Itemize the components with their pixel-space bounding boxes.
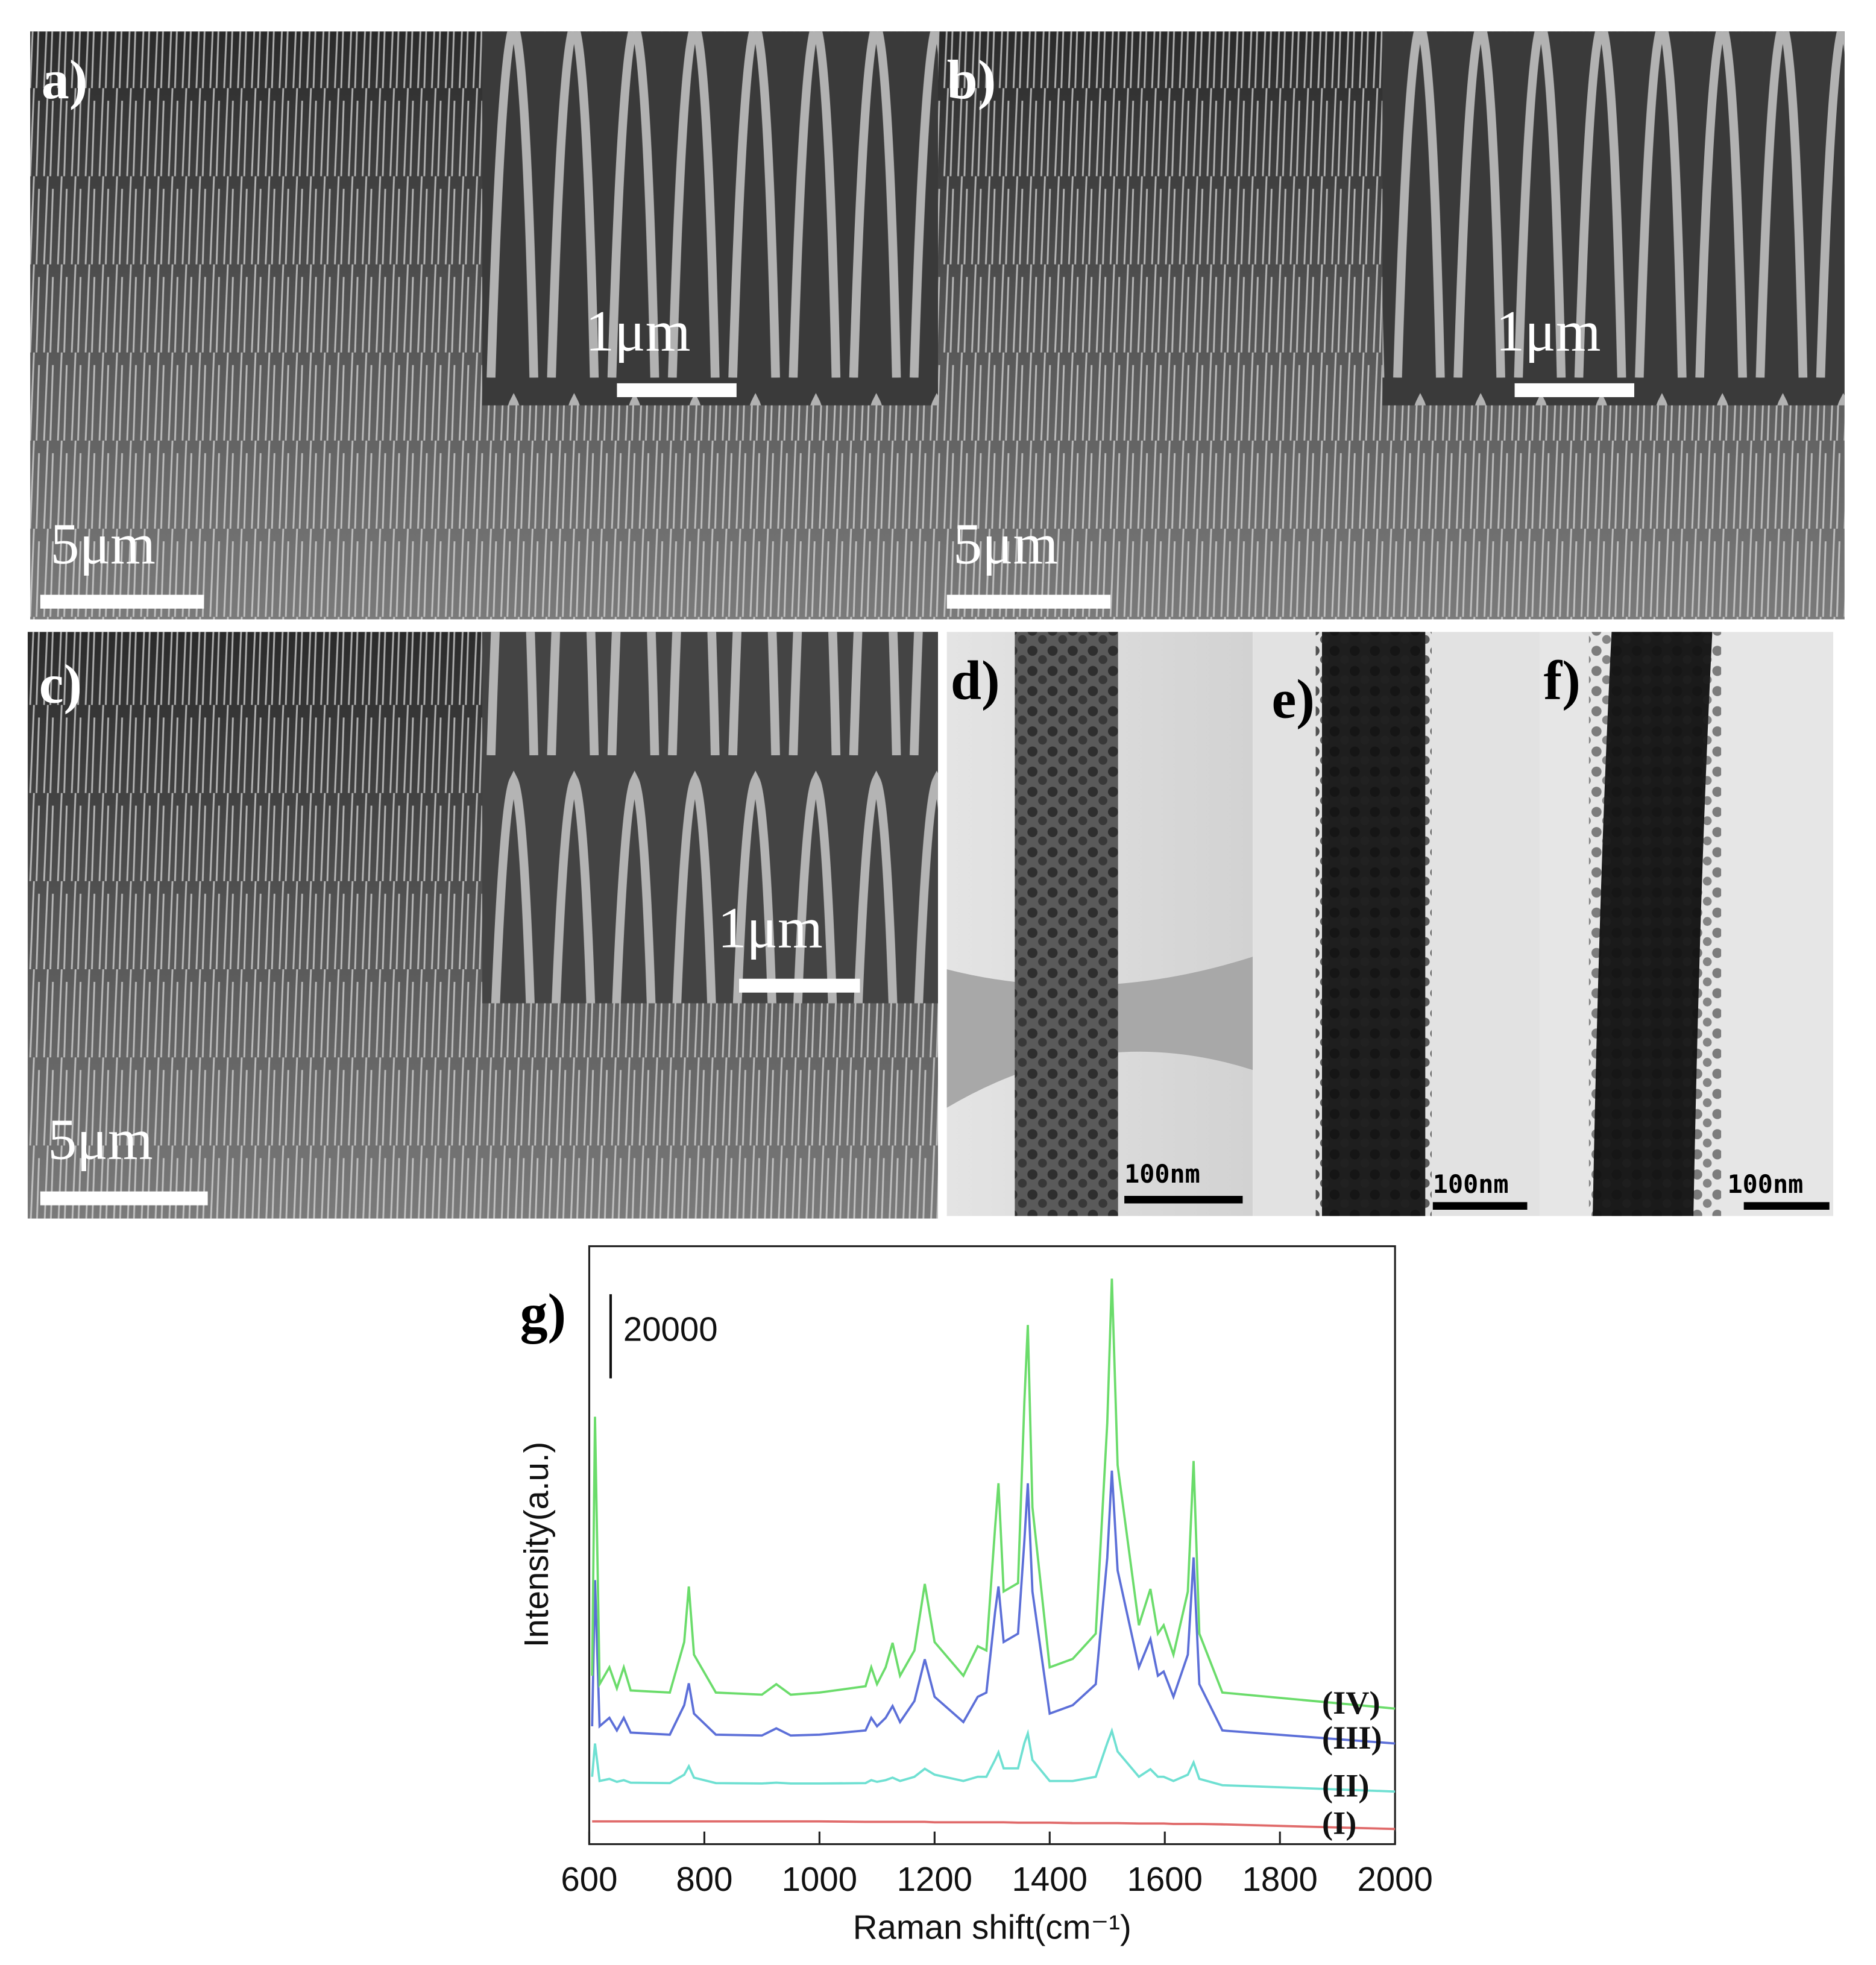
scale-bar-label: 1μm [717,896,822,960]
x-tick-label: 600 [561,1860,617,1898]
series-label: (IV) [1322,1685,1380,1721]
spectrum-line [592,1820,1396,1831]
panel-f-image [1540,632,1833,1216]
x-tick-label: 1400 [1012,1860,1088,1898]
x-tick-label: 1600 [1127,1860,1203,1898]
scale-bar-label: 100nm [1124,1159,1200,1189]
y-axis-label: Intensity(a.u.) [517,1442,555,1648]
x-tick-label: 1000 [782,1860,857,1898]
panel-a-image [30,31,938,620]
scale-bar-label: 20000 [623,1310,718,1348]
x-axis-label: Raman shift(cm⁻¹) [853,1908,1132,1946]
panel-b-image [938,31,1845,620]
spectrum-line [591,1727,1396,1793]
panel-label: a) [42,49,88,110]
series-label: (I) [1322,1805,1356,1841]
scale-bar-label: 100nm [1728,1169,1804,1199]
panel-c-image [27,632,939,1219]
x-tick-label: 1800 [1242,1860,1317,1898]
scale-bars [40,383,1634,1206]
panel-d-image [946,632,1253,1216]
panel-label: b) [947,49,996,110]
panel-label: g) [520,1283,567,1344]
tem-scale-bars [1124,1195,1830,1210]
scale-bar-label: 100nm [1433,1169,1509,1199]
x-tick-label: 1200 [897,1860,972,1898]
spectrum-line [591,1470,1396,1745]
series-label: (II) [1322,1767,1369,1803]
panel-label: f) [1544,649,1581,711]
scale-bar-label: 5μm [953,512,1058,576]
scale-bar-label: 5μm [48,1107,153,1171]
panel-label: e) [1271,668,1314,730]
x-tick-label: 2000 [1357,1860,1432,1898]
panel-label: c) [39,653,82,715]
scale-bar-label: 1μm [1496,299,1601,363]
panel-label: d) [951,649,1000,711]
panel-e-image [1253,632,1540,1216]
scale-bar-label: 1μm [585,299,690,363]
series-label: (III) [1322,1720,1382,1756]
plot-frame [588,1245,1396,1846]
spectrum-line [591,1278,1396,1710]
scale-bar-label: 5μm [51,512,156,576]
x-tick-label: 800 [676,1860,732,1898]
